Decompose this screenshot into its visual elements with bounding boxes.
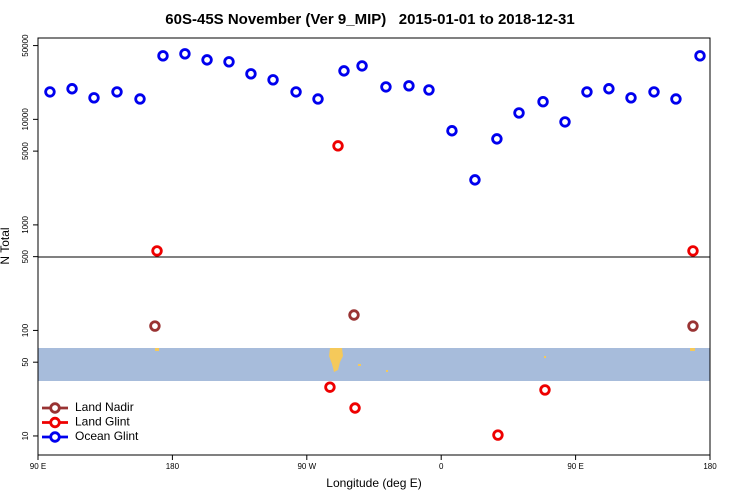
- point: [348, 309, 360, 321]
- land-shapes: [155, 348, 695, 372]
- legend-label: Land Glint: [75, 415, 130, 429]
- point: [111, 86, 123, 98]
- y-tick-label: 500: [21, 249, 30, 263]
- point: [446, 125, 458, 137]
- point: [201, 54, 213, 66]
- legend-marker: [49, 402, 61, 414]
- x-axis-label: Longitude (deg E): [326, 476, 421, 490]
- point: [88, 92, 100, 104]
- point: [603, 83, 615, 95]
- x-tick-label: 90 E: [30, 462, 46, 471]
- point: [290, 86, 302, 98]
- legend-marker: [49, 416, 61, 429]
- legend-marker: [49, 431, 61, 443]
- x-tick-label: 90 E: [567, 462, 583, 471]
- x-tick-label: 0: [439, 462, 444, 471]
- point: [559, 116, 571, 128]
- point: [66, 83, 78, 95]
- point: [134, 93, 146, 105]
- plot-frame: [37, 37, 711, 456]
- y-tick-label: 50: [21, 357, 30, 366]
- point: [245, 68, 257, 80]
- point: [694, 50, 706, 62]
- x-tick-label: 180: [703, 462, 717, 471]
- y-tick-label: 10000: [21, 108, 30, 131]
- band: [38, 348, 710, 381]
- point: [179, 48, 191, 60]
- point: [670, 93, 682, 105]
- point: [539, 384, 551, 396]
- point: [423, 84, 435, 96]
- legend-label: Ocean Glint: [75, 429, 139, 443]
- point: [349, 402, 361, 414]
- point: [356, 60, 368, 72]
- point: [157, 50, 169, 62]
- point: [338, 65, 350, 77]
- point: [581, 86, 593, 98]
- point: [648, 86, 660, 98]
- chart-title: 60S-45S November (Ver 9_MIP) 2015-01-01 …: [165, 11, 574, 28]
- point: [380, 81, 392, 93]
- x-tick-label: 180: [166, 462, 180, 471]
- point: [312, 93, 324, 105]
- point: [687, 245, 699, 257]
- point: [687, 320, 699, 332]
- y-tick-label: 50000: [21, 34, 30, 57]
- point: [267, 74, 279, 86]
- y-tick-label: 10: [21, 431, 30, 440]
- y-tick-label: 1000: [21, 215, 30, 233]
- point: [332, 140, 344, 152]
- point: [149, 320, 161, 332]
- point: [513, 107, 525, 119]
- point: [537, 95, 549, 108]
- point: [469, 174, 481, 186]
- legend-label: Land Nadir: [75, 400, 134, 414]
- point: [44, 86, 56, 98]
- point: [403, 80, 415, 92]
- point: [491, 133, 503, 145]
- point: [223, 56, 235, 68]
- x-tick-label: 90 W: [297, 462, 316, 471]
- point: [151, 245, 163, 257]
- point: [324, 381, 336, 393]
- y-axis-label: N Total: [0, 227, 12, 264]
- y-tick-label: 100: [21, 323, 30, 337]
- y-tick-label: 5000: [21, 142, 30, 160]
- point: [625, 92, 637, 104]
- point: [492, 429, 504, 441]
